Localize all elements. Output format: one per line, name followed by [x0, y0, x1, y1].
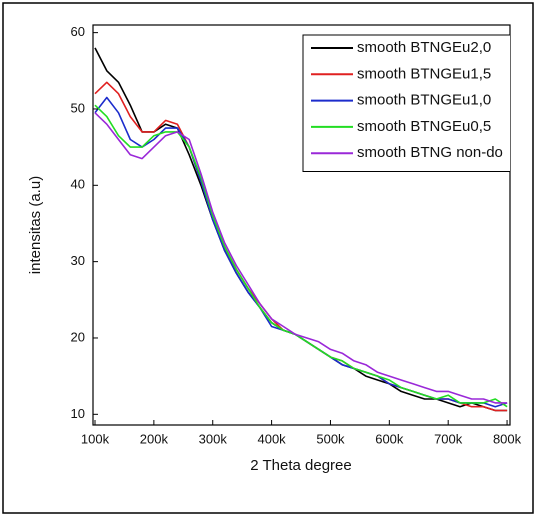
- legend-box: [302, 34, 510, 172]
- legend-label: smooth BTNGEu1,0: [357, 92, 491, 109]
- x-tick-label: 100k: [81, 431, 110, 446]
- legend-label: smooth BTNG non-do: [357, 144, 503, 161]
- x-tick-label: 200k: [140, 431, 169, 446]
- x-tick-label: 300k: [199, 431, 228, 446]
- legend: smooth BTNGEu2,0 smooth BTNGEu1,5 smooth B…: [302, 34, 510, 172]
- legend-label: smooth BTNGEu1,5: [357, 65, 491, 82]
- series-line: [94, 112, 508, 404]
- y-tick-label: 50: [71, 100, 85, 115]
- y-axis-title: intensitas (a.u): [27, 176, 44, 274]
- plot-area: [92, 24, 511, 426]
- y-tick-label: 10: [71, 406, 85, 421]
- legend-label: smooth BTNGEu0,5: [357, 118, 491, 135]
- x-tick-label: 400k: [257, 431, 286, 446]
- series-line: [94, 104, 508, 408]
- x-tick-label: 500k: [316, 431, 345, 446]
- y-tick-label: 20: [71, 329, 85, 344]
- x-axis-title: 2 Theta degree: [250, 457, 351, 474]
- legend-label: smooth BTNGEu2,0: [357, 39, 491, 56]
- y-tick-label: 30: [71, 253, 85, 268]
- x-tick-label: 700k: [434, 431, 463, 446]
- y-tick-label: 40: [71, 177, 85, 192]
- x-tick-label: 600k: [375, 431, 404, 446]
- y-tick-label: 60: [71, 24, 85, 39]
- lines: [94, 47, 508, 412]
- x-tick-label: 800k: [493, 431, 522, 446]
